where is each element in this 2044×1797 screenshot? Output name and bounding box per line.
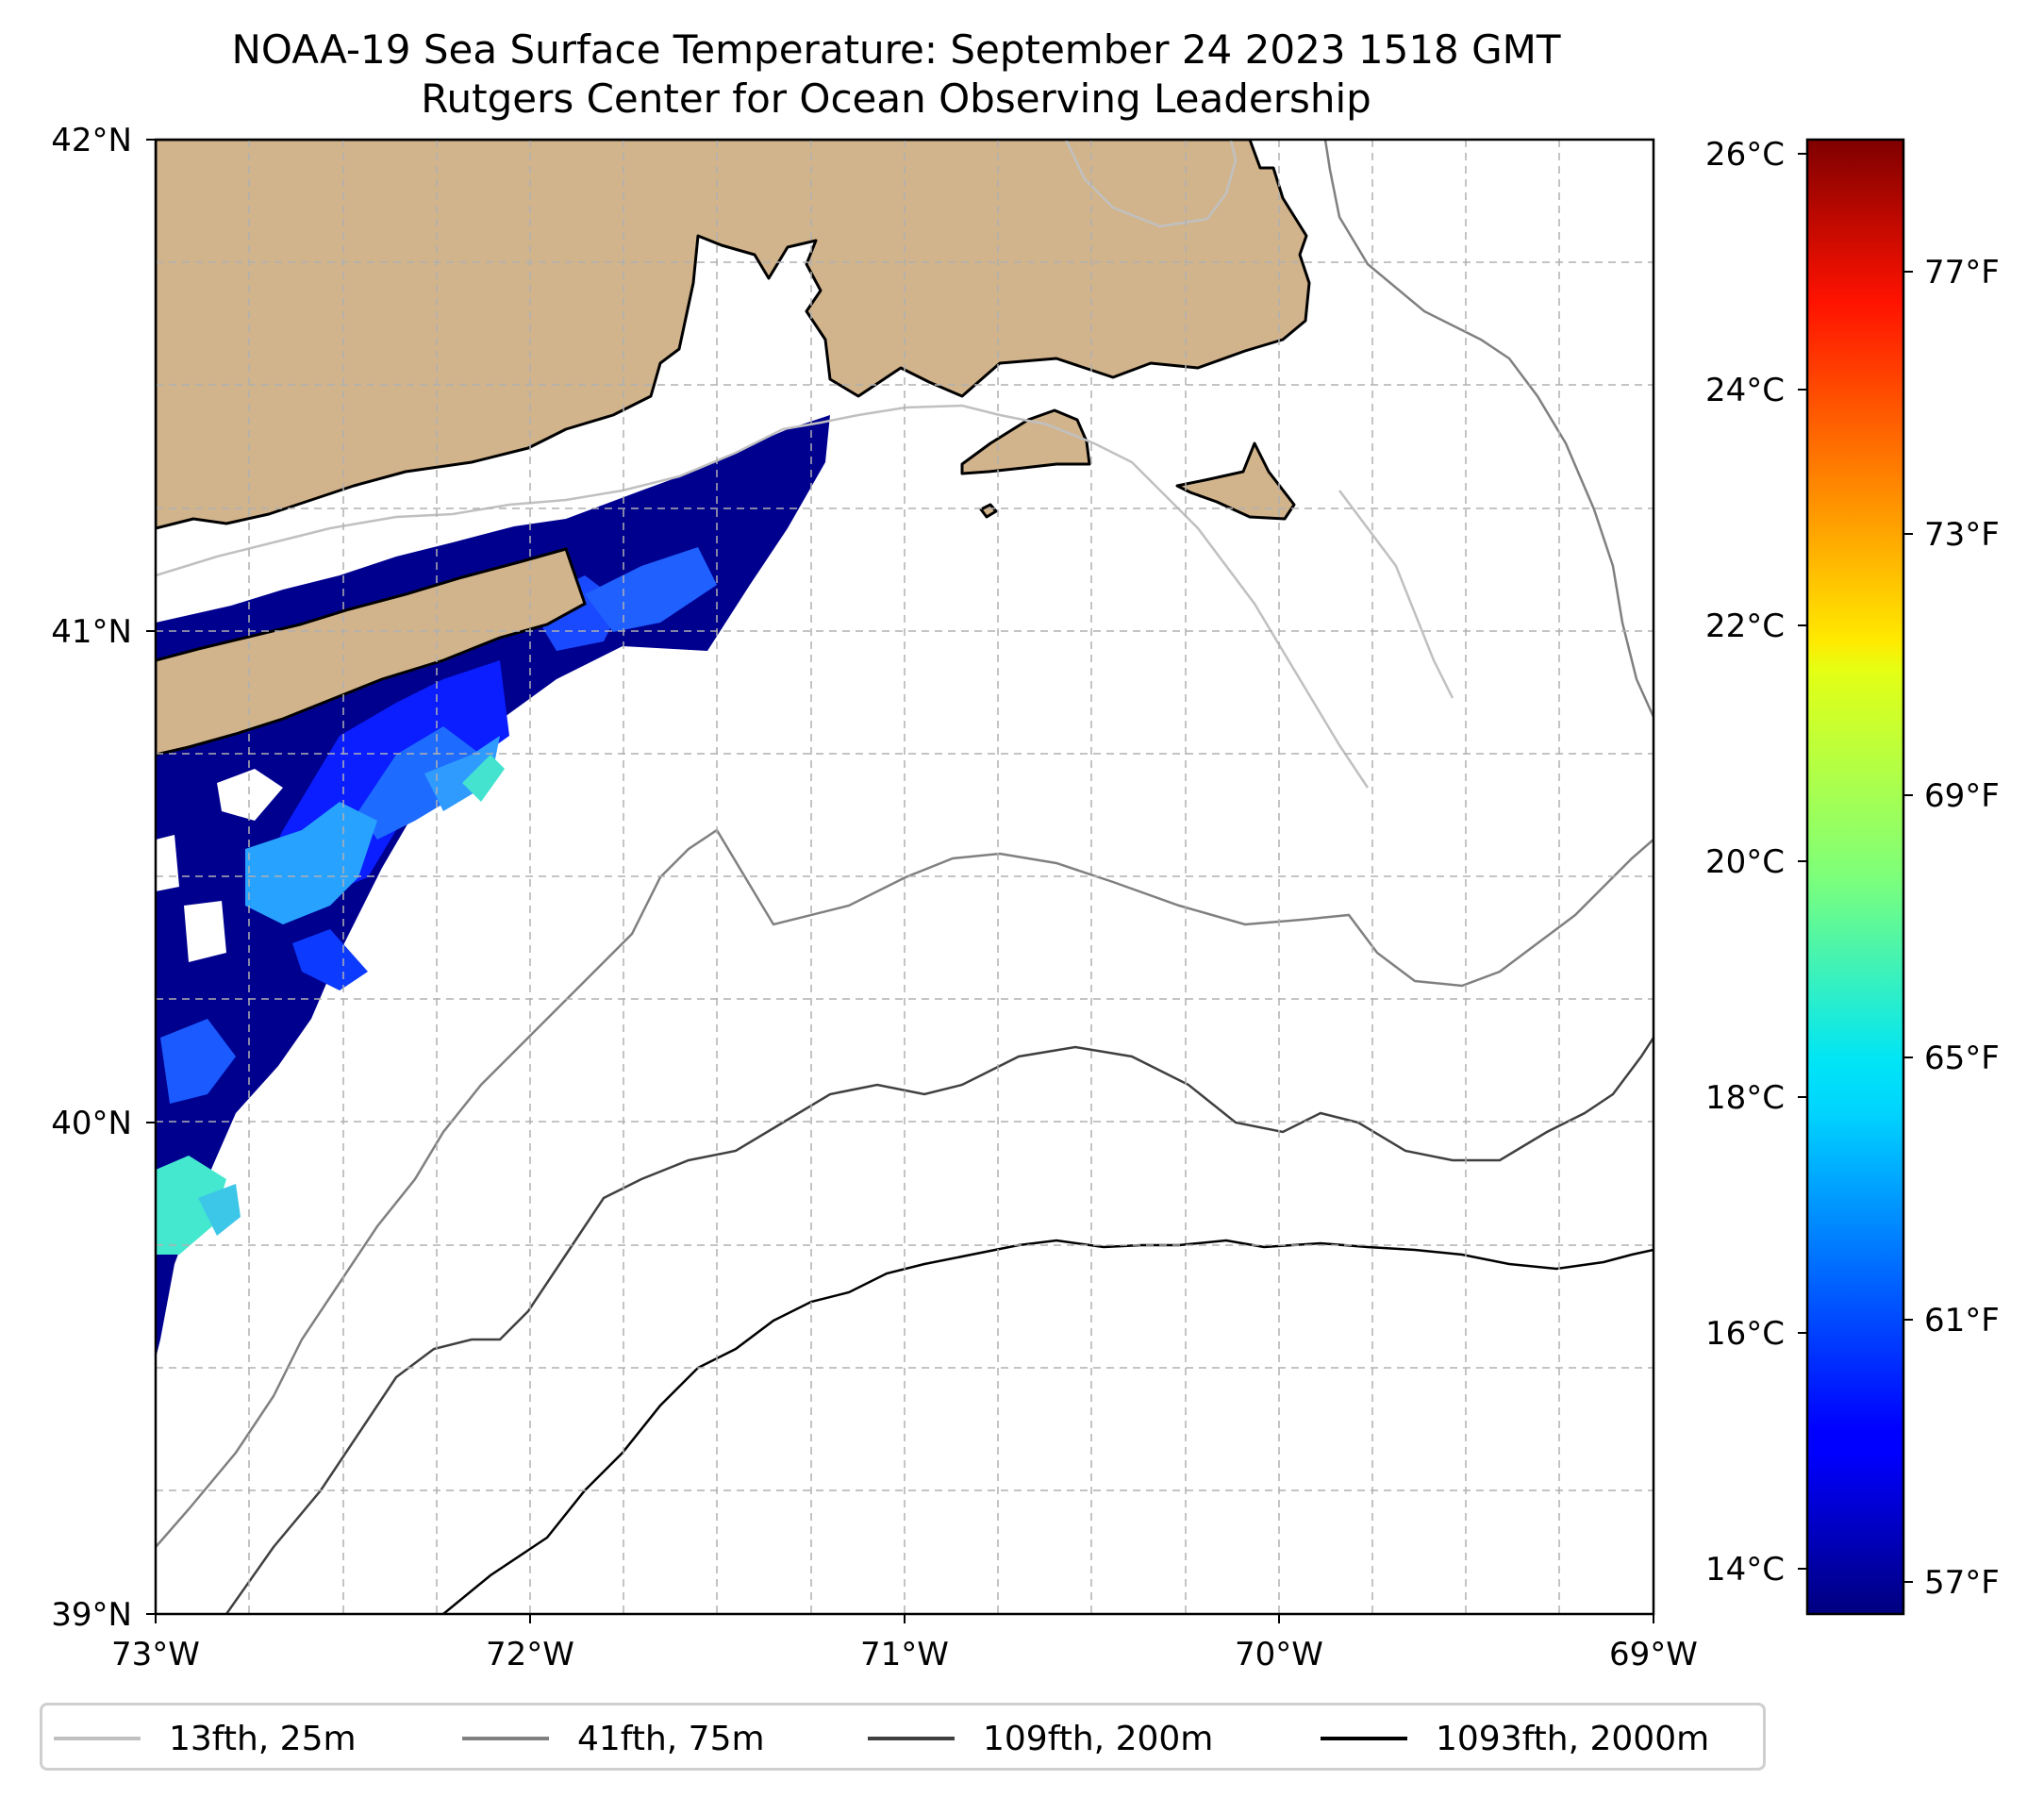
legend-label: 1093fth, 2000m — [1436, 1719, 1710, 1758]
bathymetry-contours — [156, 140, 1653, 1614]
legend-label: 41fth, 75m — [577, 1719, 765, 1758]
legend-item-75m: 41fth, 75m — [462, 1717, 765, 1760]
legend-swatch — [868, 1737, 955, 1740]
celsius-label: 26°C — [1705, 136, 1785, 174]
nantucket — [1175, 441, 1296, 521]
celsius-label: 20°C — [1705, 843, 1785, 881]
contour-2000m — [442, 1239, 1653, 1614]
fahrenheit-label: 69°F — [1924, 777, 2000, 815]
contour-200m — [224, 1037, 1653, 1614]
fahrenheit-label: 65°F — [1924, 1040, 2000, 1077]
celsius-label: 18°C — [1705, 1079, 1785, 1117]
legend-item-25m: 13fth, 25m — [54, 1717, 357, 1760]
lat-label-42: 42°N — [51, 122, 132, 159]
latitude-labels: 42°N 41°N 40°N 39°N — [51, 122, 132, 1634]
fahrenheit-label: 61°F — [1924, 1302, 2000, 1339]
lon-label-71: 71°W — [860, 1636, 949, 1673]
map-gridlines — [156, 140, 1653, 1614]
lon-label-72: 72°W — [486, 1636, 574, 1673]
contour-75m — [156, 828, 1653, 1548]
lon-label-69: 69°W — [1609, 1636, 1698, 1673]
contour-25m-b — [1064, 140, 1238, 228]
lat-label-41: 41°N — [51, 613, 132, 651]
depth-legend: 13fth, 25m 41fth, 75m 109fth, 200m 1093f… — [40, 1703, 1766, 1771]
map-subtitle: Rutgers Center for Ocean Observing Leade… — [421, 75, 1371, 122]
colorbar-ticks — [1798, 153, 1913, 1583]
axis-ticks — [146, 139, 1654, 1623]
celsius-label: 22°C — [1705, 607, 1785, 645]
legend-item-2000m: 1093fth, 2000m — [1321, 1717, 1709, 1760]
legend-swatch — [462, 1737, 549, 1740]
map-area — [156, 140, 1653, 1614]
lon-label-73: 73°W — [111, 1636, 200, 1673]
legend-swatch — [54, 1737, 141, 1740]
fahrenheit-label: 77°F — [1924, 254, 2000, 291]
lat-label-39: 39°N — [51, 1596, 132, 1634]
colorbar-gradient — [1805, 138, 1905, 1616]
legend-label: 109fth, 200m — [983, 1719, 1214, 1758]
fahrenheit-label: 73°F — [1924, 516, 2000, 554]
contour-25m-c — [1338, 490, 1454, 699]
legend-label: 13fth, 25m — [169, 1719, 357, 1758]
celsius-label: 16°C — [1705, 1315, 1785, 1353]
legend-swatch — [1321, 1737, 1407, 1740]
celsius-label: 24°C — [1705, 372, 1785, 409]
celsius-label: 14°C — [1705, 1551, 1785, 1589]
lon-label-70: 70°W — [1235, 1636, 1323, 1673]
fahrenheit-label: 57°F — [1924, 1564, 2000, 1602]
contour-25m — [156, 404, 1370, 789]
legend-item-200m: 109fth, 200m — [868, 1717, 1213, 1760]
colorbar-fahrenheit-labels: 77°F 73°F 69°F 65°F 61°F 57°F — [1924, 254, 2000, 1602]
contour-75m-b — [1323, 140, 1653, 718]
colorbar: 26°C 24°C 22°C 20°C 18°C 16°C 14°C 77°F … — [1705, 136, 2000, 1616]
colorbar-celsius-labels: 26°C 24°C 22°C 20°C 18°C 16°C 14°C — [1705, 136, 1785, 1589]
martha-vineyard — [960, 408, 1091, 475]
map-title: NOAA-19 Sea Surface Temperature: Septemb… — [231, 26, 1561, 73]
mainland-new-england — [156, 140, 1311, 530]
longitude-labels: 73°W 72°W 71°W 70°W 69°W — [111, 1636, 1698, 1673]
lat-label-40: 40°N — [51, 1105, 132, 1142]
